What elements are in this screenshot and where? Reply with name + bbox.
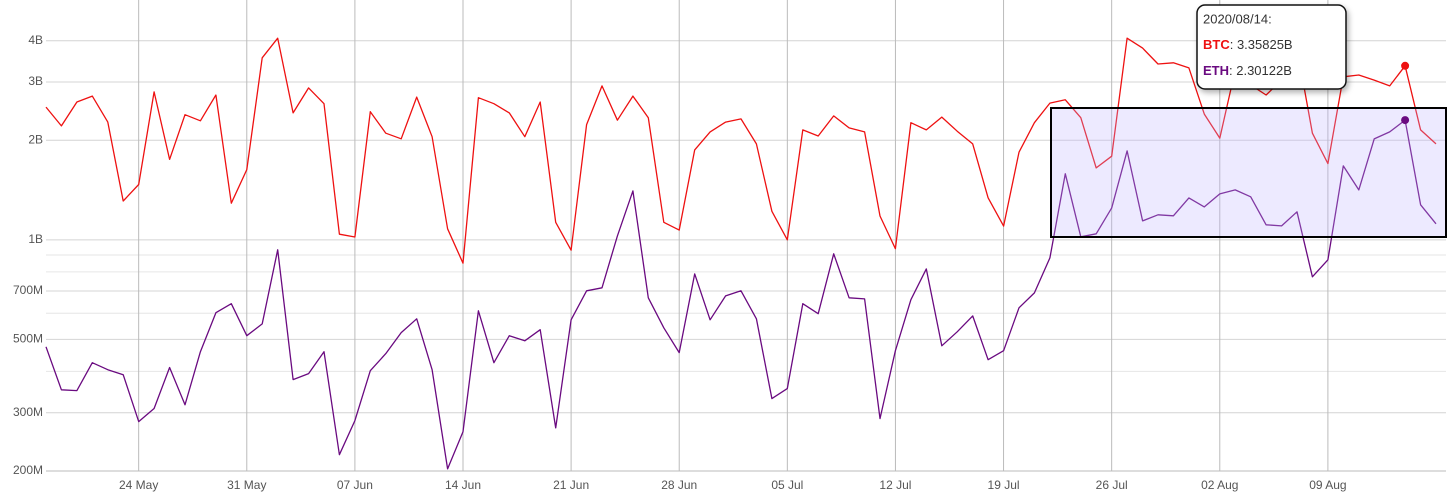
y-tick-label: 2B [28, 132, 43, 146]
x-tick-label: 21 Jun [553, 478, 589, 492]
line-series [45, 119, 1437, 470]
x-tick-label: 14 Jun [445, 478, 481, 492]
x-tick-label: 09 Aug [1309, 478, 1346, 492]
tooltip-value: : 3.35825B [1230, 37, 1293, 52]
hover-dots [1401, 61, 1410, 125]
y-tick-label: 300M [13, 405, 43, 419]
zoom-selection[interactable] [1050, 107, 1447, 238]
y-tick-label: 3B [28, 74, 43, 88]
x-tick-label: 24 May [119, 478, 158, 492]
grid: 200M 300M 500M 700M 1B 2B 3B 4B 24 May 31 May 07 J… [13, 0, 1446, 492]
y-tick-label: 4B [28, 33, 43, 47]
tooltip-series-name: ETH [1203, 63, 1229, 78]
plot [45, 37, 1437, 470]
tooltip: 2020/08/14: BTC: 3.35825B ETH: 2.30122B [1196, 4, 1347, 90]
x-tick-label: 05 Jul [771, 478, 803, 492]
line-series [45, 37, 1437, 264]
x-tick-label: 31 May [227, 478, 266, 492]
tooltip-title: 2020/08/14: [1203, 11, 1272, 26]
x-tick-label: 19 Jul [988, 478, 1020, 492]
tooltip-series-name: BTC [1203, 37, 1230, 52]
x-tick-label: 28 Jun [661, 478, 697, 492]
tooltip-value: : 2.30122B [1229, 63, 1292, 78]
x-tick-label: 07 Jun [337, 478, 373, 492]
y-tick-label: 500M [13, 332, 43, 346]
x-tick-label: 12 Jul [879, 478, 911, 492]
tooltip-item: BTC: 3.35825B [1203, 37, 1293, 52]
hover-dot [1401, 61, 1410, 70]
tooltip-box [1196, 4, 1347, 90]
x-tick-label: 26 Jul [1096, 478, 1128, 492]
hover-dot [1401, 116, 1410, 125]
y-tick-label: 1B [28, 232, 43, 246]
y-tick-label: 200M [13, 463, 43, 477]
x-tick-label: 02 Aug [1201, 478, 1238, 492]
tooltip-item: ETH: 2.30122B [1203, 63, 1292, 78]
y-tick-label: 700M [13, 283, 43, 297]
